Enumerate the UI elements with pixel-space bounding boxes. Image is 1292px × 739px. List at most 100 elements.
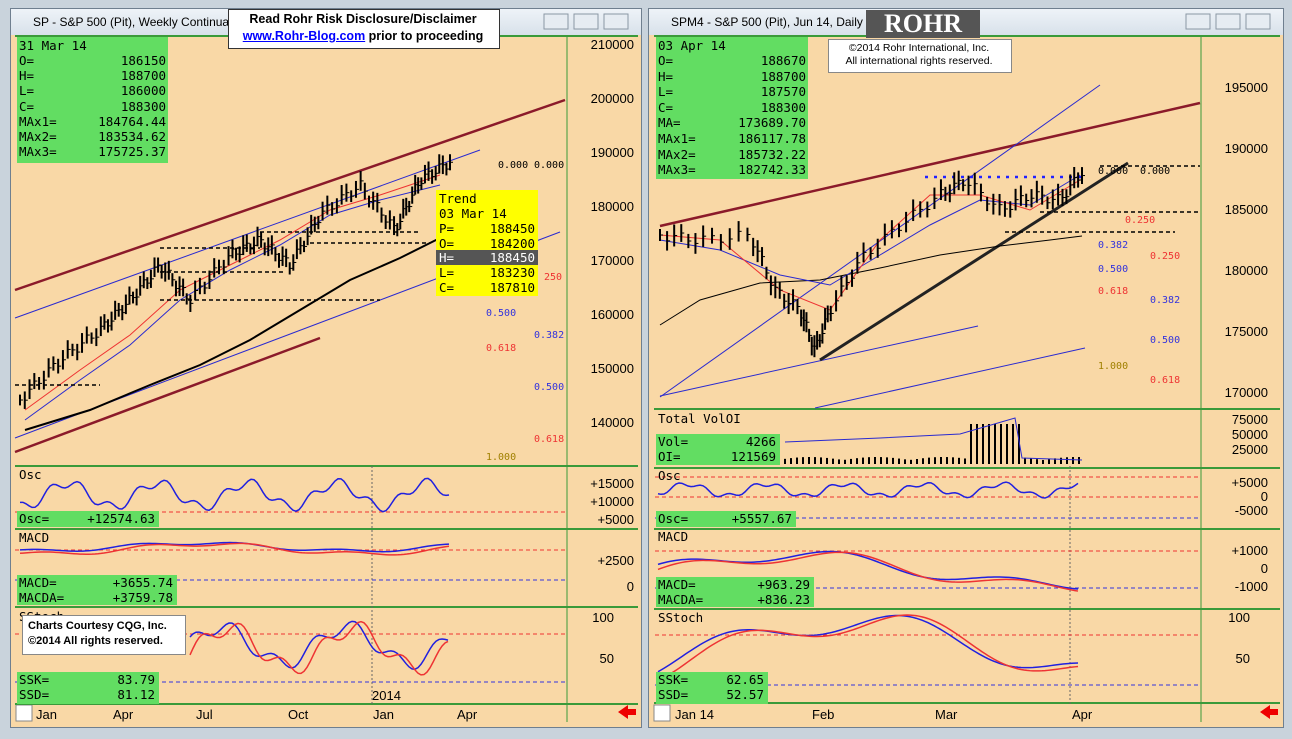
moving-average	[659, 174, 1081, 286]
readout-label: SSK=	[658, 672, 689, 687]
readout-value: 188300	[760, 99, 806, 115]
credit-box	[22, 615, 186, 655]
readout-label: L=	[658, 84, 674, 100]
fib-label: 0.618	[534, 434, 565, 445]
readout-value: 183534.62	[98, 129, 166, 144]
readout-label: O=	[19, 53, 35, 68]
disclaimer-line: www.Rohr-Blog.com prior to proceeding	[228, 29, 498, 44]
x-label: Apr	[457, 707, 478, 722]
x-label: Apr	[1072, 707, 1093, 722]
readout-label: O=	[658, 53, 674, 68]
trend-line	[819, 161, 1129, 362]
axis-label: 170000	[590, 253, 634, 268]
fib-label: 0.500	[486, 308, 517, 319]
trend-box	[436, 190, 538, 296]
fib-label: 0.618	[486, 343, 517, 354]
disclaimer-box	[228, 9, 500, 49]
axis-label: 140000	[590, 415, 634, 430]
readout-label: MAx1=	[19, 113, 57, 129]
trend-label: H=	[439, 250, 455, 266]
trend-value: 184200	[489, 235, 535, 251]
readout-label: MAx1=	[658, 131, 696, 146]
readout-box	[656, 434, 780, 465]
readout-box	[656, 577, 814, 607]
axis-label: +5000	[597, 512, 634, 527]
readout-value: 188700	[760, 68, 806, 84]
channel-line	[659, 101, 1201, 228]
readout-label: L=	[19, 83, 35, 99]
window-button	[1245, 13, 1271, 30]
window-button	[1215, 13, 1241, 30]
axis-label: +1000	[1231, 543, 1268, 558]
readout-value: 186117.78	[738, 131, 806, 146]
trend-date: 03 Mar 14	[439, 206, 507, 221]
readout-value: 185732.22	[738, 146, 806, 162]
window-button	[543, 13, 569, 30]
trend-value: 188450	[489, 221, 535, 236]
logo: ROHR	[884, 9, 962, 38]
readout-value: 121569	[730, 449, 776, 464]
axis-label: 25000	[1231, 442, 1268, 457]
channel-line	[814, 347, 1086, 409]
stoch-d	[657, 614, 1079, 682]
readout-value: 173689.70	[738, 115, 806, 131]
copyright-box	[828, 39, 1012, 73]
year-label: 2014	[372, 688, 401, 703]
fib-label: 0.618	[1150, 375, 1181, 386]
axis-label: 180000	[590, 199, 634, 214]
axis-label: 185000	[1224, 202, 1268, 217]
axis-label: +2500	[597, 553, 634, 568]
channel-line	[659, 84, 1101, 398]
fib-label: 0.500	[1098, 264, 1129, 275]
channel-line	[14, 336, 321, 454]
readout-label: C=	[19, 98, 35, 114]
readout-label: MACDA=	[658, 592, 704, 607]
copyright: All international rights reserved.	[845, 55, 993, 67]
disclaimer-text: prior to proceeding	[368, 29, 484, 43]
readout-box	[17, 672, 159, 704]
fib-label: 0.382	[1150, 295, 1181, 306]
readout-value: 81.12	[117, 687, 155, 702]
nav-box	[653, 704, 671, 722]
panel-name: Osc	[658, 468, 681, 483]
fib-label: 0.618	[1098, 286, 1129, 297]
readout-label: MA=	[658, 115, 681, 131]
readout-value: 52.57	[726, 687, 764, 702]
open-interest	[784, 417, 1083, 461]
readout-value: 182742.33	[738, 162, 806, 178]
readout-label: MAx2=	[19, 129, 57, 144]
x-label: Apr	[113, 707, 134, 722]
axis-label: 190000	[590, 145, 634, 160]
readout-label: C=	[658, 99, 674, 115]
x-label: Jul	[196, 707, 213, 722]
disclaimer-link[interactable]: www.Rohr-Blog.com	[242, 29, 366, 43]
readout-value: 186000	[120, 83, 166, 99]
fib-label: 1.000	[486, 452, 517, 463]
scroll-arrow	[618, 705, 636, 719]
moving-average	[24, 237, 441, 431]
readout-value: 186150	[120, 53, 166, 68]
readout-value: +3759.78	[112, 590, 173, 605]
nav-box	[15, 704, 33, 722]
axis-label: 100	[1228, 610, 1250, 625]
osc-line	[19, 477, 450, 513]
x-label: Mar	[935, 707, 958, 722]
trend-value: 187810	[489, 279, 535, 295]
panel-name: SStoch	[658, 610, 704, 625]
trend-value: 188450	[489, 250, 535, 266]
axis-label: 160000	[590, 307, 634, 322]
axis-label: 0	[626, 579, 634, 594]
fib-label: 0.250	[1150, 251, 1181, 262]
readout-value: 188300	[120, 98, 166, 114]
trend-title: Trend	[439, 191, 477, 206]
readout-label: Osc=	[19, 511, 50, 526]
axis-label: -1000	[1234, 579, 1268, 594]
info-date: 03 Apr 14	[658, 38, 726, 53]
axis-label: +15000	[590, 476, 634, 491]
readout-box	[656, 511, 796, 527]
trend-label: P=	[439, 221, 455, 236]
x-label: Jan	[36, 707, 57, 722]
fib-label: 0.382	[1098, 240, 1129, 251]
x-label: Jan 14	[675, 707, 715, 722]
